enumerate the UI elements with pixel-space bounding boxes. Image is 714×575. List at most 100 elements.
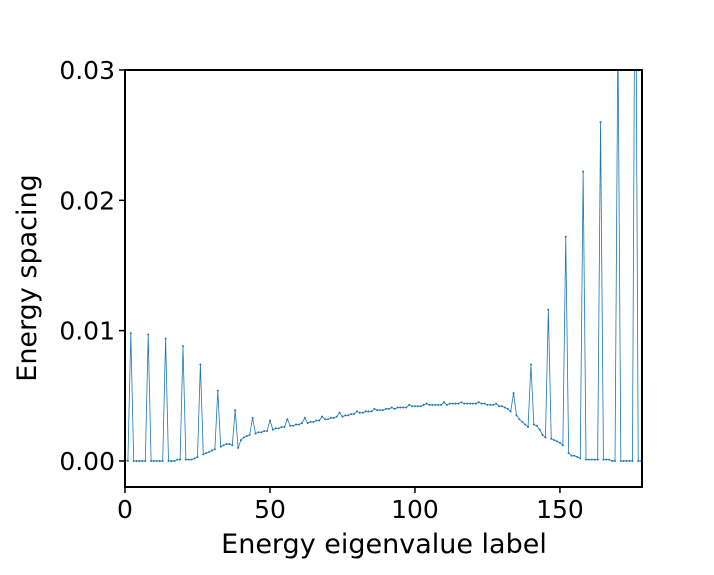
data-point: [599, 121, 602, 124]
x-tick-label: 100: [391, 495, 439, 524]
data-point: [483, 402, 486, 405]
data-point: [234, 409, 237, 412]
data-point: [564, 235, 567, 238]
data-point: [126, 459, 129, 462]
data-point: [512, 392, 515, 395]
data-point: [210, 449, 213, 452]
data-point: [193, 457, 196, 460]
data-point: [271, 428, 274, 431]
data-point: [350, 413, 353, 416]
data-point: [451, 402, 454, 405]
data-point: [448, 402, 451, 405]
data-point: [344, 414, 347, 417]
data-point: [558, 441, 561, 444]
data-point: [225, 442, 228, 445]
data-point: [454, 402, 457, 405]
data-point: [376, 409, 379, 412]
data-point: [434, 403, 437, 406]
data-point: [321, 415, 324, 418]
data-point: [158, 459, 161, 462]
data-point: [295, 423, 298, 426]
data-point: [500, 405, 503, 408]
y-tick-label: 0.01: [59, 317, 115, 346]
data-point: [161, 459, 164, 462]
data-point: [384, 407, 387, 410]
data-point: [176, 458, 179, 461]
data-point: [547, 308, 550, 311]
data-point: [428, 403, 431, 406]
data-point: [457, 402, 460, 405]
data-point: [489, 403, 492, 406]
data-point: [338, 411, 341, 414]
data-point: [402, 406, 405, 409]
data-point: [617, 30, 619, 32]
data-point: [544, 436, 547, 439]
data-point: [237, 446, 240, 449]
data-point: [602, 458, 605, 461]
data-point: [355, 410, 358, 413]
data-point: [245, 435, 248, 438]
data-point: [515, 414, 518, 417]
data-point: [550, 437, 553, 440]
data-point: [248, 433, 251, 436]
data-point: [309, 420, 312, 423]
data-point: [132, 459, 135, 462]
data-point: [213, 448, 216, 451]
data-point: [129, 332, 132, 335]
data-point: [324, 418, 327, 421]
y-tick-label: 0.00: [59, 447, 115, 476]
data-point: [413, 405, 416, 408]
data-point: [538, 428, 541, 431]
data-point: [608, 458, 611, 461]
data-point: [382, 409, 385, 412]
data-point: [315, 419, 318, 422]
data-point: [280, 426, 283, 429]
data-point: [422, 403, 425, 406]
data-point: [152, 459, 155, 462]
data-point: [373, 407, 376, 410]
data-point: [463, 402, 466, 405]
data-point: [625, 459, 628, 462]
x-tick-label: 0: [117, 495, 133, 524]
data-point: [155, 459, 158, 462]
data-point: [341, 415, 344, 418]
data-point: [527, 426, 530, 429]
data-point: [556, 440, 559, 443]
data-point: [367, 410, 370, 413]
data-point: [208, 450, 211, 453]
data-point: [541, 433, 544, 436]
data-point: [326, 418, 329, 421]
data-point: [535, 424, 538, 427]
data-point: [587, 458, 590, 461]
data-point: [306, 422, 309, 425]
data-point: [303, 416, 306, 419]
data-point: [411, 405, 414, 408]
data-point: [387, 407, 390, 410]
data-point: [216, 389, 219, 392]
data-point: [164, 337, 167, 340]
data-point: [181, 345, 184, 348]
data-point: [524, 423, 527, 426]
data-point: [292, 424, 295, 427]
data-point: [312, 420, 315, 423]
data-point: [440, 403, 443, 406]
data-point: [622, 459, 625, 462]
axes-frame: [124, 69, 643, 488]
data-point: [431, 403, 434, 406]
data-point: [144, 459, 147, 462]
data-point: [254, 432, 257, 435]
data-point: [573, 454, 576, 457]
data-point: [300, 422, 303, 425]
data-point: [498, 405, 501, 408]
data-point: [529, 363, 532, 366]
data-point: [242, 436, 245, 439]
y-tick-label: 0.02: [59, 186, 115, 215]
data-point: [329, 416, 332, 419]
data-point: [239, 439, 242, 442]
data-point: [585, 458, 588, 461]
data-point: [370, 410, 373, 413]
data-point: [268, 419, 271, 422]
data-point: [263, 429, 266, 432]
data-point: [614, 459, 617, 462]
data-point: [196, 456, 199, 459]
